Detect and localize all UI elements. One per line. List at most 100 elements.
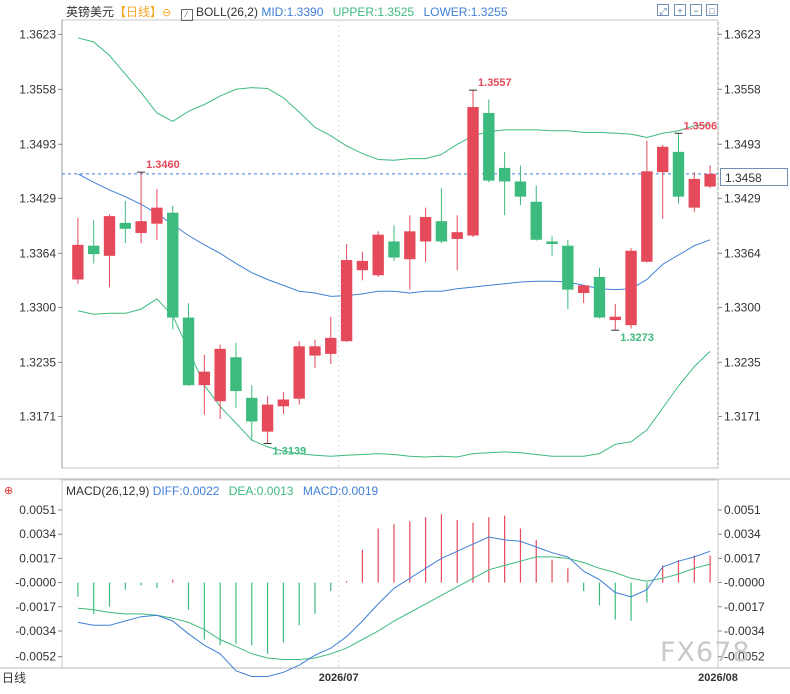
candle bbox=[483, 99, 495, 183]
candle-body bbox=[230, 357, 242, 392]
candle bbox=[340, 244, 353, 343]
price-tick-label-right: 1.3364 bbox=[724, 246, 761, 260]
candle bbox=[435, 188, 448, 244]
price-tick-label-left: 1.3493 bbox=[19, 137, 56, 151]
candle bbox=[182, 303, 195, 387]
boll-mid-value: MID:1.3390 bbox=[261, 5, 324, 19]
candle bbox=[198, 354, 211, 415]
macd-tick-label-left: 0.0034 bbox=[19, 527, 56, 541]
candle-body bbox=[577, 285, 590, 294]
macd-header: MACD(26,12,9) DIFF:0.0022 DEA:0.0013 MAC… bbox=[66, 484, 378, 498]
macd-tick-label-left: -0.0017 bbox=[15, 600, 56, 614]
chart-header: 英镑美元【日线】⊖ ⁄ BOLL(26,2) MID:1.3390 UPPER:… bbox=[66, 3, 508, 21]
candle bbox=[593, 267, 606, 319]
candle bbox=[704, 165, 716, 189]
macd-tick-label-right: 0.0017 bbox=[724, 551, 761, 565]
price-tick-label-right: 1.3300 bbox=[724, 300, 761, 314]
macd-tick-label-right: -0.0034 bbox=[724, 624, 765, 638]
candle-body bbox=[609, 316, 621, 321]
candle-body bbox=[562, 245, 574, 290]
candle-body bbox=[593, 276, 606, 318]
boll-upper-value: UPPER:1.3525 bbox=[332, 5, 415, 19]
diff-line bbox=[77, 536, 711, 677]
watermark-logo: FX678 bbox=[660, 637, 751, 668]
price-tick-label-left: 1.3558 bbox=[19, 82, 56, 96]
candle-body bbox=[356, 260, 369, 271]
diff-value: DIFF:0.0022 bbox=[152, 484, 220, 498]
candle-body bbox=[246, 397, 258, 422]
candle-body bbox=[546, 241, 558, 244]
candle bbox=[609, 304, 621, 331]
zoom-in-icon[interactable]: + bbox=[674, 4, 686, 16]
candle-body bbox=[119, 222, 132, 229]
macd-value: MACD:0.0019 bbox=[302, 484, 379, 498]
boll-label[interactable]: BOLL(26,2) bbox=[195, 5, 258, 19]
period-button[interactable]: 日线 bbox=[2, 671, 27, 685]
candle-body bbox=[198, 371, 211, 386]
candle-body bbox=[167, 212, 179, 318]
price-tick-label-left: 1.3235 bbox=[19, 355, 56, 369]
candle-body bbox=[641, 171, 653, 262]
candle bbox=[451, 215, 463, 271]
last-price-tag: 1.3458 bbox=[720, 168, 788, 186]
candle-body bbox=[388, 241, 400, 258]
price-tick-label-left: 1.3171 bbox=[19, 409, 56, 423]
candle-body bbox=[214, 348, 226, 402]
macd-label[interactable]: MACD(26,12,9) bbox=[66, 484, 150, 498]
boll-lower-value: LOWER:1.3255 bbox=[423, 5, 508, 19]
candle bbox=[372, 231, 384, 277]
candle-body bbox=[135, 221, 147, 234]
candle-body bbox=[672, 151, 685, 197]
candle-body bbox=[72, 244, 84, 280]
candle bbox=[325, 316, 337, 365]
expand-icon[interactable]: □ bbox=[706, 4, 718, 16]
candle bbox=[672, 133, 685, 204]
candle bbox=[167, 205, 179, 330]
low-label: 1.3139 bbox=[273, 445, 307, 457]
price-tick-label-right: 1.3558 bbox=[724, 82, 761, 96]
dea-value: DEA:0.0013 bbox=[228, 484, 294, 498]
candle bbox=[151, 189, 163, 240]
fullscreen-icon[interactable]: ⤢ bbox=[657, 4, 669, 16]
candle bbox=[309, 339, 321, 369]
macd-tick-label-left: -0.0052 bbox=[15, 650, 56, 664]
candle-body bbox=[372, 234, 384, 276]
candle-body bbox=[704, 173, 716, 187]
period-label[interactable]: 【日线】 bbox=[114, 5, 163, 19]
candle bbox=[562, 239, 574, 310]
candle bbox=[546, 236, 558, 256]
candle-body bbox=[182, 317, 195, 386]
candle-body bbox=[625, 250, 637, 326]
candle bbox=[230, 342, 242, 408]
macd-tick-label-left: -0.0000 bbox=[15, 576, 56, 590]
last-price-value: 1.3458 bbox=[725, 171, 762, 185]
macd-tick-label-right: -0.0000 bbox=[724, 576, 765, 590]
zoom-out-icon[interactable]: − bbox=[690, 4, 702, 16]
candle bbox=[498, 151, 511, 216]
low-label: 1.3273 bbox=[620, 332, 654, 344]
candle-body bbox=[340, 260, 353, 342]
settings-icon[interactable]: ⊕ bbox=[4, 485, 14, 497]
candle bbox=[419, 207, 432, 262]
candle-body bbox=[656, 146, 669, 173]
x-tick-label: 2026/08 bbox=[698, 672, 738, 684]
candle-body bbox=[419, 216, 432, 242]
price-tick-label-right: 1.3235 bbox=[724, 355, 761, 369]
candle bbox=[103, 214, 116, 288]
candle bbox=[72, 217, 84, 284]
macd-tick-label-right: 0.0034 bbox=[724, 527, 761, 541]
candle-body bbox=[103, 216, 116, 256]
macd-tick-label-right: 0.0051 bbox=[724, 503, 761, 517]
collapse-icon[interactable]: ⊖ bbox=[162, 7, 172, 19]
candle bbox=[467, 90, 479, 238]
price-tick-label-right: 1.3623 bbox=[724, 27, 761, 41]
price-tick-label-left: 1.3300 bbox=[19, 300, 56, 314]
candle-body bbox=[404, 231, 416, 260]
macd-tick-label-right: -0.0052 bbox=[724, 650, 765, 664]
candle bbox=[293, 341, 305, 405]
high-label: 1.3460 bbox=[146, 159, 180, 171]
candle-body bbox=[325, 337, 337, 354]
high-label: 1.3557 bbox=[478, 77, 512, 89]
candle bbox=[577, 284, 590, 304]
